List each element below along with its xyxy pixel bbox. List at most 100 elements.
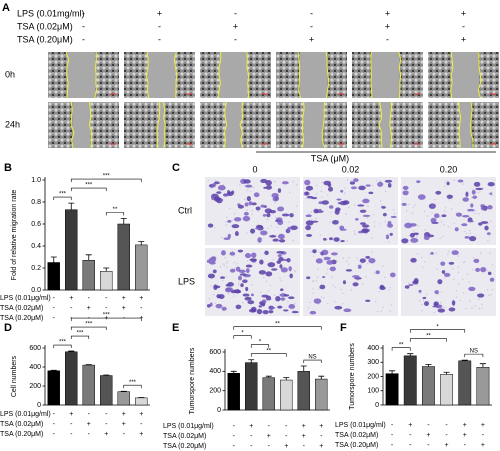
pore (469, 229, 471, 232)
treatment-sign: - (320, 433, 323, 440)
wound-edge (239, 101, 244, 149)
pore (434, 198, 436, 201)
y-tick-label: 0.2 (31, 265, 41, 272)
cell (264, 208, 273, 214)
y-tick-label: 0 (375, 402, 379, 409)
pore (487, 294, 490, 297)
pore (421, 266, 424, 269)
cell (268, 310, 274, 314)
pore (274, 180, 276, 183)
pore (294, 302, 296, 305)
significance-label: *** (103, 313, 111, 319)
cell (280, 267, 288, 273)
cell (468, 236, 477, 242)
cell (418, 289, 422, 293)
panel-label: D (4, 322, 12, 334)
wound-gap (371, 52, 400, 98)
cell (304, 179, 311, 186)
transwell-image (205, 177, 300, 245)
pore (388, 241, 390, 243)
pore (305, 197, 308, 200)
panel-label: A (2, 2, 10, 14)
cell (340, 189, 344, 193)
pore (210, 285, 212, 287)
pore (312, 288, 315, 290)
error-bar (318, 375, 325, 380)
pore (350, 180, 353, 182)
cell (489, 277, 495, 282)
pore (233, 255, 235, 257)
pore (350, 289, 353, 291)
cell (221, 250, 226, 256)
pore (237, 284, 240, 286)
pore (431, 211, 433, 214)
cell (451, 250, 459, 256)
pore (246, 232, 248, 234)
cell (465, 191, 469, 197)
pore (450, 207, 453, 210)
cell (480, 221, 489, 224)
wound-gap (299, 52, 328, 98)
significance-label: *** (76, 331, 84, 337)
treatment-sign: - (158, 21, 161, 31)
pore (447, 250, 450, 253)
cell (254, 227, 263, 230)
cell (334, 209, 340, 215)
pore (326, 268, 329, 271)
wound-gap (380, 102, 391, 148)
pore (225, 221, 227, 223)
wound-edge (325, 51, 330, 99)
treatment-sign: - (303, 443, 306, 450)
cell (409, 223, 417, 227)
error-bar (138, 241, 145, 245)
pore (293, 269, 296, 272)
cell (361, 224, 370, 228)
treatment-sign: - (250, 443, 253, 450)
treatment-sign: + (408, 422, 412, 429)
y-axis-title: Fold of relative migration rate (11, 190, 18, 281)
cell (277, 254, 282, 258)
cell (305, 233, 313, 237)
cell (339, 225, 345, 230)
cell (278, 239, 286, 243)
pore (408, 234, 411, 237)
pore (292, 180, 295, 183)
bar (403, 355, 417, 406)
treatment-sign: + (122, 421, 126, 428)
wound-edge (470, 101, 474, 149)
wound-edge (389, 101, 393, 149)
cell (448, 307, 456, 312)
cell (286, 258, 291, 263)
pore (412, 230, 415, 232)
pore (382, 306, 384, 309)
wound-edge (173, 51, 178, 99)
pore (477, 191, 479, 194)
pore (439, 216, 441, 218)
cell (261, 294, 269, 298)
cell (262, 310, 269, 315)
cell (247, 300, 255, 305)
pore (378, 290, 381, 293)
error-bar (103, 267, 110, 272)
pore (444, 206, 447, 209)
cell (480, 206, 486, 211)
cell (368, 191, 374, 195)
wound-gap (158, 102, 165, 148)
pore (237, 282, 240, 284)
cell (480, 266, 487, 273)
pore (469, 300, 471, 302)
pore (446, 180, 449, 182)
cell (431, 203, 435, 208)
treatment-sign: - (123, 315, 126, 322)
y-axis-title: Cell numbers (11, 355, 18, 397)
pore (388, 288, 391, 291)
y-tick-label: 100 (367, 388, 379, 395)
cell (235, 266, 241, 272)
error-bar (248, 359, 255, 363)
cell (231, 190, 235, 195)
pore (367, 205, 369, 207)
treatment-sign: + (139, 295, 143, 302)
pore (373, 272, 376, 274)
cell (375, 270, 380, 275)
